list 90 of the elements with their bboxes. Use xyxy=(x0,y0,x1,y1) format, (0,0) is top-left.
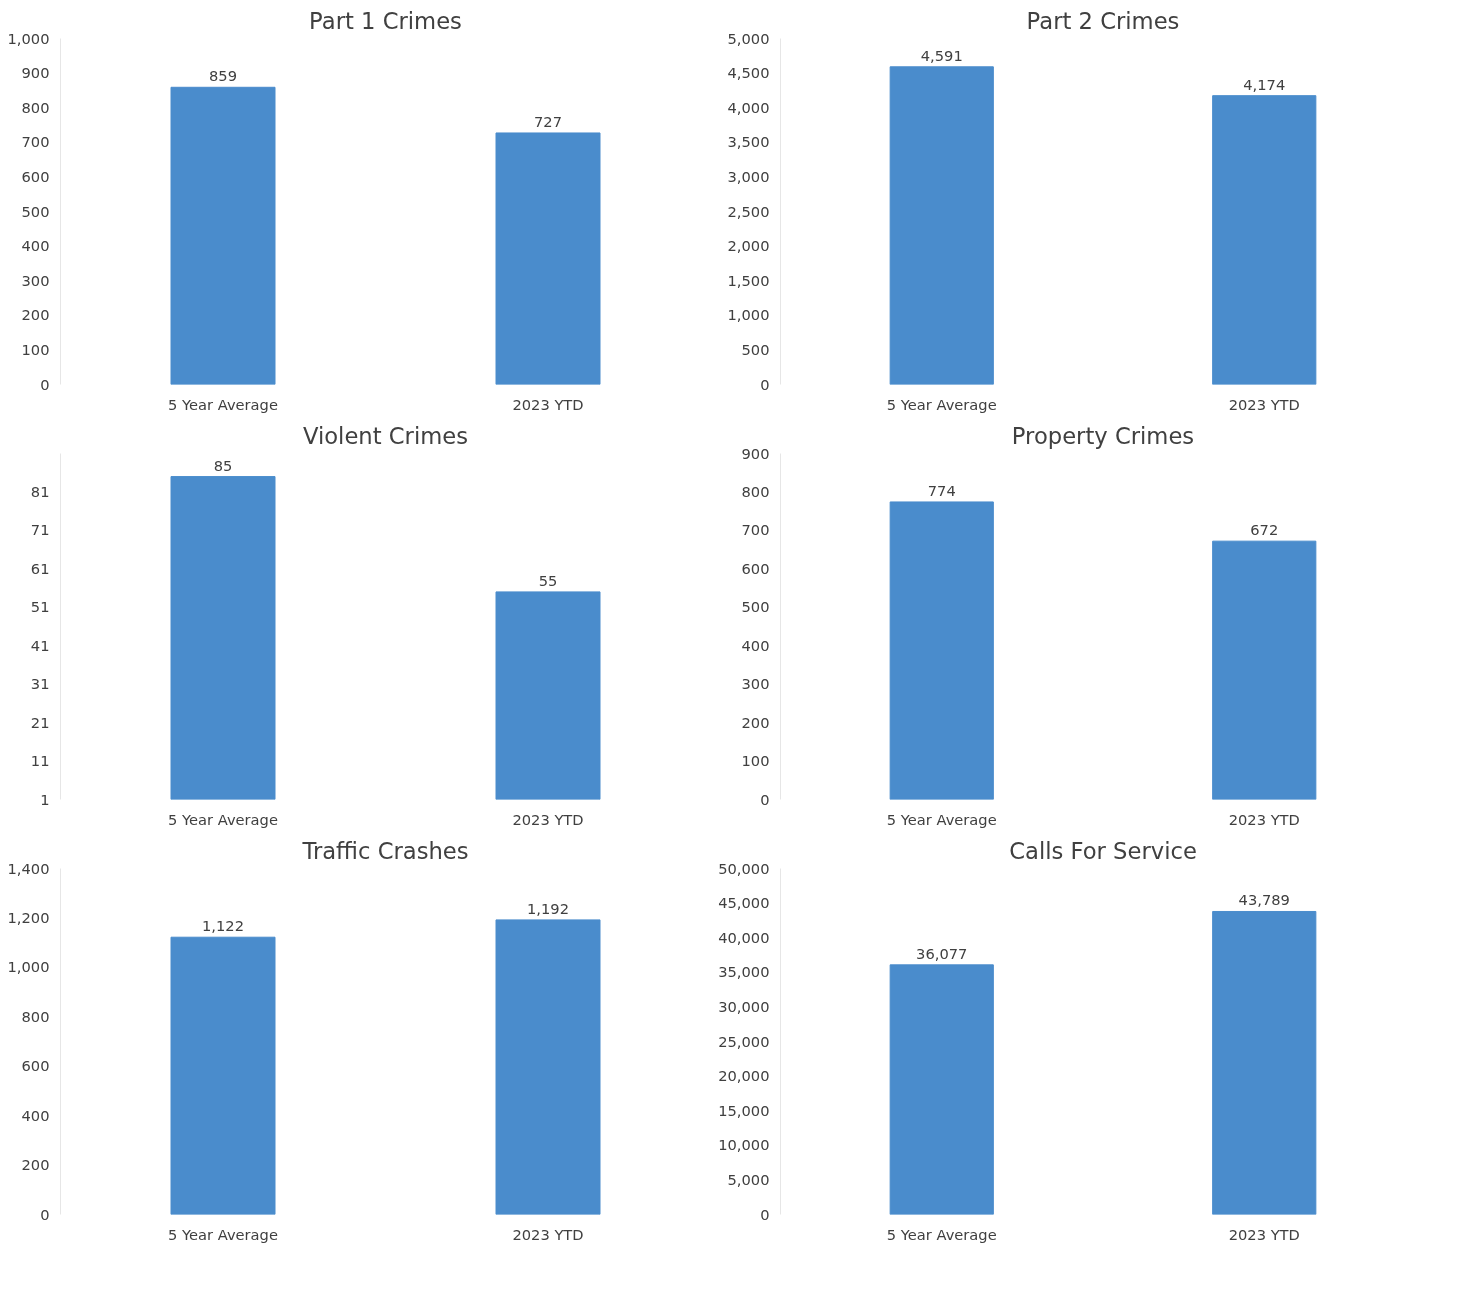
y-tick-label: 71 xyxy=(30,521,50,539)
x-tick-label: 2023 YTD xyxy=(1228,395,1300,413)
y-tick-label: 3,500 xyxy=(727,133,770,151)
x-tick-label: 5 Year Average xyxy=(886,395,997,413)
x-tick-label: 5 Year Average xyxy=(168,810,278,828)
y-tick-label: 5,000 xyxy=(727,1170,770,1188)
y-tick-label: 30,000 xyxy=(718,997,770,1015)
y-tick-label: 0 xyxy=(760,375,770,393)
y-tick-label: 500 xyxy=(741,340,770,358)
chart-title: Traffic Crashes xyxy=(301,837,469,864)
x-tick-label: 5 Year Average xyxy=(168,1225,278,1243)
chart-title: Violent Crimes xyxy=(302,422,469,449)
y-tick-label: 10,000 xyxy=(718,1136,770,1154)
data-label: 1,192 xyxy=(527,899,569,917)
x-tick-label: 2023 YTD xyxy=(512,810,584,828)
data-label: 4,174 xyxy=(1243,75,1286,93)
x-tick-label: 2023 YTD xyxy=(1228,810,1300,828)
data-label: 774 xyxy=(927,481,956,499)
y-tick-label: 1,000 xyxy=(727,306,770,324)
y-tick-label: 600 xyxy=(741,559,770,577)
data-label: 727 xyxy=(534,112,562,130)
x-tick-label: 5 Year Average xyxy=(886,810,997,828)
y-tick-label: 41 xyxy=(30,636,50,654)
y-tick-label: 20,000 xyxy=(718,1067,770,1085)
x-tick-label: 5 Year Average xyxy=(886,1225,997,1243)
y-tick-label: 600 xyxy=(21,167,50,185)
data-label: 36,077 xyxy=(916,944,968,962)
y-tick-label: 0 xyxy=(40,1205,50,1223)
y-tick-label: 900 xyxy=(741,444,770,462)
y-tick-label: 61 xyxy=(30,559,50,577)
y-tick-label: 0 xyxy=(760,1205,770,1223)
chart-title: Part 2 Crimes xyxy=(1026,7,1180,34)
y-tick-label: 4,000 xyxy=(727,98,770,116)
y-tick-label: 700 xyxy=(741,521,770,539)
x-tick-label: 2023 YTD xyxy=(512,1225,584,1243)
y-tick-label: 1,000 xyxy=(7,29,50,47)
y-tick-label: 800 xyxy=(21,98,50,116)
y-tick-label: 5,000 xyxy=(727,29,770,47)
y-tick-label: 11 xyxy=(30,752,50,770)
y-tick-label: 25,000 xyxy=(718,1032,770,1050)
y-tick-label: 400 xyxy=(21,1106,50,1124)
y-tick-label: 400 xyxy=(741,636,770,654)
y-tick-label: 800 xyxy=(741,482,770,500)
y-tick-label: 1,200 xyxy=(7,908,50,926)
y-tick-label: 500 xyxy=(21,202,50,220)
y-tick-label: 400 xyxy=(21,237,50,255)
x-tick-label: 5 Year Average xyxy=(168,395,278,413)
y-tick-label: 81 xyxy=(30,482,50,500)
y-tick-label: 31 xyxy=(30,675,50,693)
y-tick-label: 2,000 xyxy=(727,237,770,255)
data-label: 859 xyxy=(209,67,237,85)
y-tick-label: 1 xyxy=(40,790,50,808)
y-tick-label: 15,000 xyxy=(718,1101,770,1119)
y-tick-label: 4,500 xyxy=(727,64,770,82)
y-tick-label: 800 xyxy=(21,1007,50,1025)
y-tick-label: 300 xyxy=(741,675,770,693)
y-tick-label: 1,500 xyxy=(727,271,770,289)
data-label: 43,789 xyxy=(1238,891,1290,909)
x-tick-label: 2023 YTD xyxy=(512,395,584,413)
y-tick-label: 0 xyxy=(760,790,770,808)
y-tick-label: 3,000 xyxy=(727,167,770,185)
y-tick-label: 500 xyxy=(741,598,770,616)
y-tick-label: 200 xyxy=(21,306,50,324)
y-tick-label: 1,400 xyxy=(7,859,50,877)
y-tick-label: 21 xyxy=(30,713,50,731)
y-tick-label: 200 xyxy=(741,713,770,731)
x-tick-label: 2023 YTD xyxy=(1228,1225,1300,1243)
y-tick-label: 100 xyxy=(741,752,770,770)
y-tick-label: 300 xyxy=(21,271,50,289)
data-label: 85 xyxy=(213,456,233,474)
y-tick-label: 45,000 xyxy=(718,894,770,912)
chart-title: Property Crimes xyxy=(1011,422,1195,449)
y-tick-label: 40,000 xyxy=(718,928,770,946)
data-label: 672 xyxy=(1250,521,1279,539)
chart-title: Calls For Service xyxy=(1009,837,1197,864)
y-tick-label: 200 xyxy=(21,1156,50,1174)
chart-title: Part 1 Crimes xyxy=(309,7,462,34)
y-tick-label: 900 xyxy=(21,64,50,82)
y-tick-label: 0 xyxy=(40,375,50,393)
data-label: 55 xyxy=(538,571,558,589)
y-tick-label: 50,000 xyxy=(718,859,770,877)
y-tick-label: 100 xyxy=(21,340,50,358)
y-tick-label: 2,500 xyxy=(727,202,770,220)
data-label: 4,591 xyxy=(920,46,963,64)
y-tick-label: 51 xyxy=(30,598,50,616)
y-tick-label: 600 xyxy=(21,1057,50,1075)
data-label: 1,122 xyxy=(202,917,244,935)
y-tick-label: 35,000 xyxy=(718,963,770,981)
y-tick-label: 1,000 xyxy=(7,958,50,976)
y-tick-label: 700 xyxy=(21,133,50,151)
